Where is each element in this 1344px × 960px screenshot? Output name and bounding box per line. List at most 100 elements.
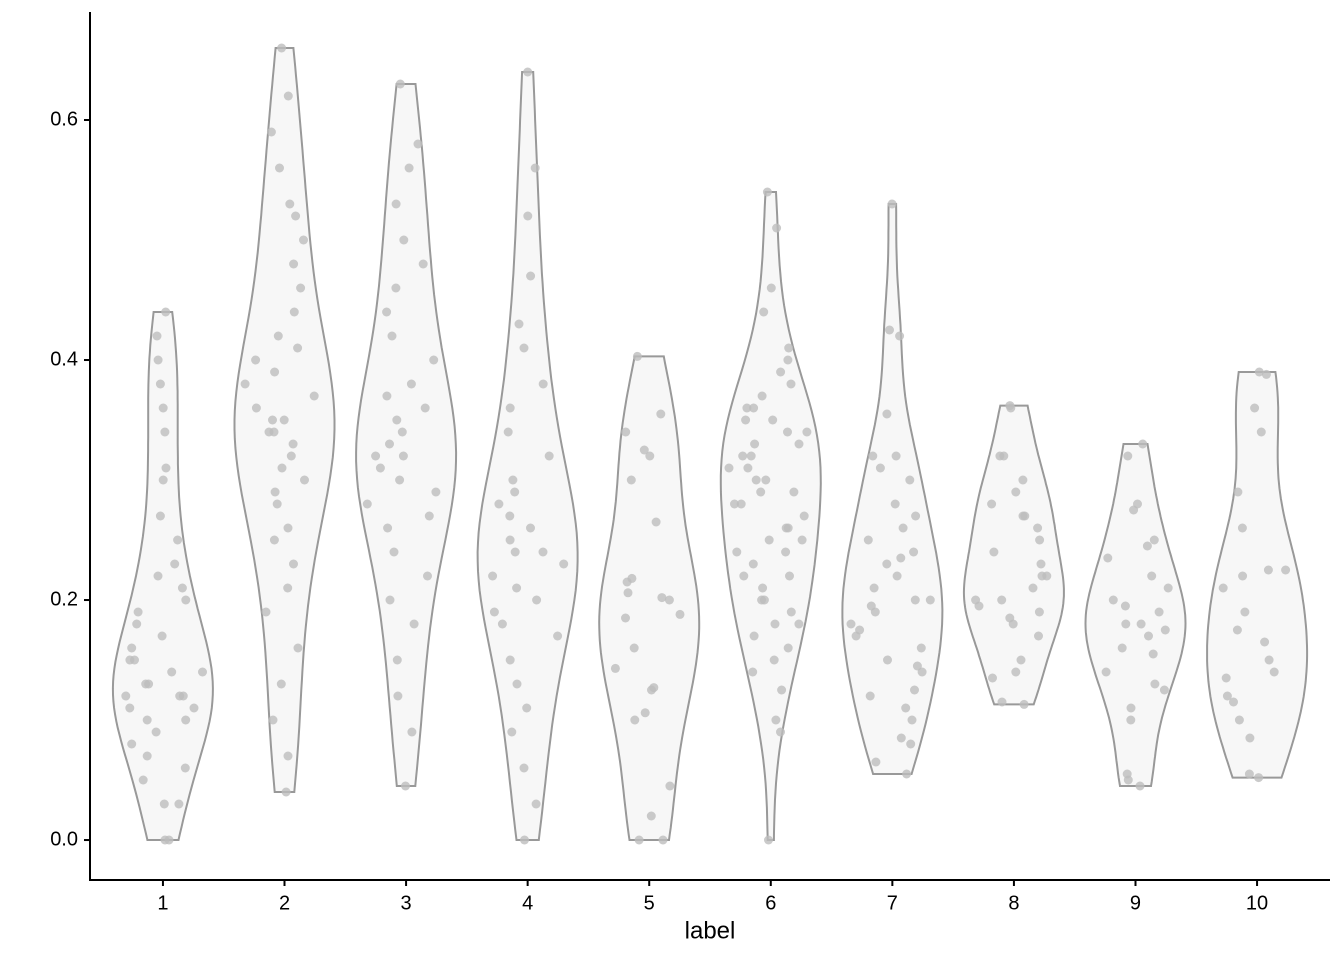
data-point (882, 409, 892, 419)
data-point (732, 547, 742, 557)
data-point (1254, 367, 1264, 377)
data-point (397, 427, 407, 437)
data-point (1245, 733, 1255, 743)
data-point (399, 235, 409, 245)
data-point (794, 439, 804, 449)
data-point (658, 835, 668, 845)
data-point (1121, 619, 1131, 629)
data-point (505, 535, 515, 545)
data-point (289, 559, 298, 569)
data-point (510, 547, 520, 557)
data-point (269, 535, 279, 545)
data-point (902, 769, 912, 779)
data-point (362, 499, 372, 509)
data-point (382, 307, 392, 317)
data-point (783, 427, 792, 437)
data-point (1244, 769, 1254, 779)
data-point (988, 673, 997, 683)
data-point (494, 499, 504, 509)
data-point (240, 379, 250, 389)
data-point (749, 403, 759, 413)
data-point (133, 607, 143, 617)
data-point (797, 535, 807, 545)
data-point (781, 547, 791, 557)
data-point (786, 607, 796, 617)
data-point (296, 283, 306, 293)
data-point (544, 451, 554, 461)
data-point (786, 379, 796, 389)
data-point (1138, 439, 1148, 449)
data-point (382, 391, 392, 401)
data-point (293, 343, 303, 353)
data-point (783, 355, 793, 365)
data-point (916, 643, 926, 653)
data-point (423, 571, 432, 581)
data-point (406, 379, 416, 389)
data-point (1034, 631, 1043, 641)
data-point (911, 511, 921, 521)
data-point (413, 139, 423, 149)
data-point (1103, 553, 1113, 563)
data-point (1250, 403, 1260, 413)
data-point (375, 463, 385, 473)
data-point (138, 775, 148, 785)
data-point (623, 588, 633, 598)
data-point (759, 307, 769, 317)
data-point (395, 475, 405, 485)
data-point (277, 463, 287, 473)
violin (476, 71, 579, 841)
data-point (277, 43, 287, 53)
data-point (799, 511, 809, 521)
data-point (505, 655, 515, 665)
data-point (189, 703, 199, 713)
data-point (909, 547, 919, 557)
data-point (523, 67, 533, 77)
data-point (1269, 667, 1279, 677)
data-point (759, 595, 769, 605)
data-point (198, 667, 207, 677)
data-point (1005, 613, 1015, 623)
data-point (1240, 607, 1250, 617)
data-point (910, 685, 919, 695)
data-point (519, 763, 529, 773)
data-point (507, 727, 517, 737)
data-point (181, 715, 191, 725)
data-point (610, 663, 620, 673)
data-point (167, 667, 177, 677)
violin (962, 404, 1065, 706)
data-point (741, 415, 751, 425)
data-point (251, 355, 261, 365)
data-point (772, 223, 782, 233)
data-point (863, 535, 873, 545)
data-point (1263, 565, 1273, 575)
data-point (1163, 583, 1173, 593)
data-point (789, 487, 799, 497)
data-point (157, 631, 167, 641)
data-point (385, 439, 394, 449)
data-point (724, 463, 734, 473)
data-point (999, 451, 1009, 461)
data-point (634, 835, 644, 845)
data-point (177, 583, 187, 593)
data-point (630, 715, 640, 725)
x-tick-label: 4 (522, 892, 533, 914)
data-point (910, 595, 920, 605)
y-tick-label: 0.6 (50, 108, 78, 130)
data-point (530, 163, 540, 173)
data-point (538, 547, 548, 557)
x-tick-label: 8 (1008, 892, 1019, 914)
data-point (1260, 637, 1270, 647)
data-point (401, 781, 410, 791)
data-point (781, 523, 791, 533)
data-point (1147, 571, 1157, 581)
data-point (743, 463, 753, 473)
data-point (503, 427, 513, 437)
data-point (768, 415, 778, 425)
data-point (1126, 715, 1136, 725)
data-point (1120, 601, 1130, 611)
data-point (883, 655, 892, 665)
data-point (1154, 607, 1164, 617)
data-point (664, 595, 674, 605)
data-point (155, 511, 165, 521)
data-point (289, 259, 299, 269)
